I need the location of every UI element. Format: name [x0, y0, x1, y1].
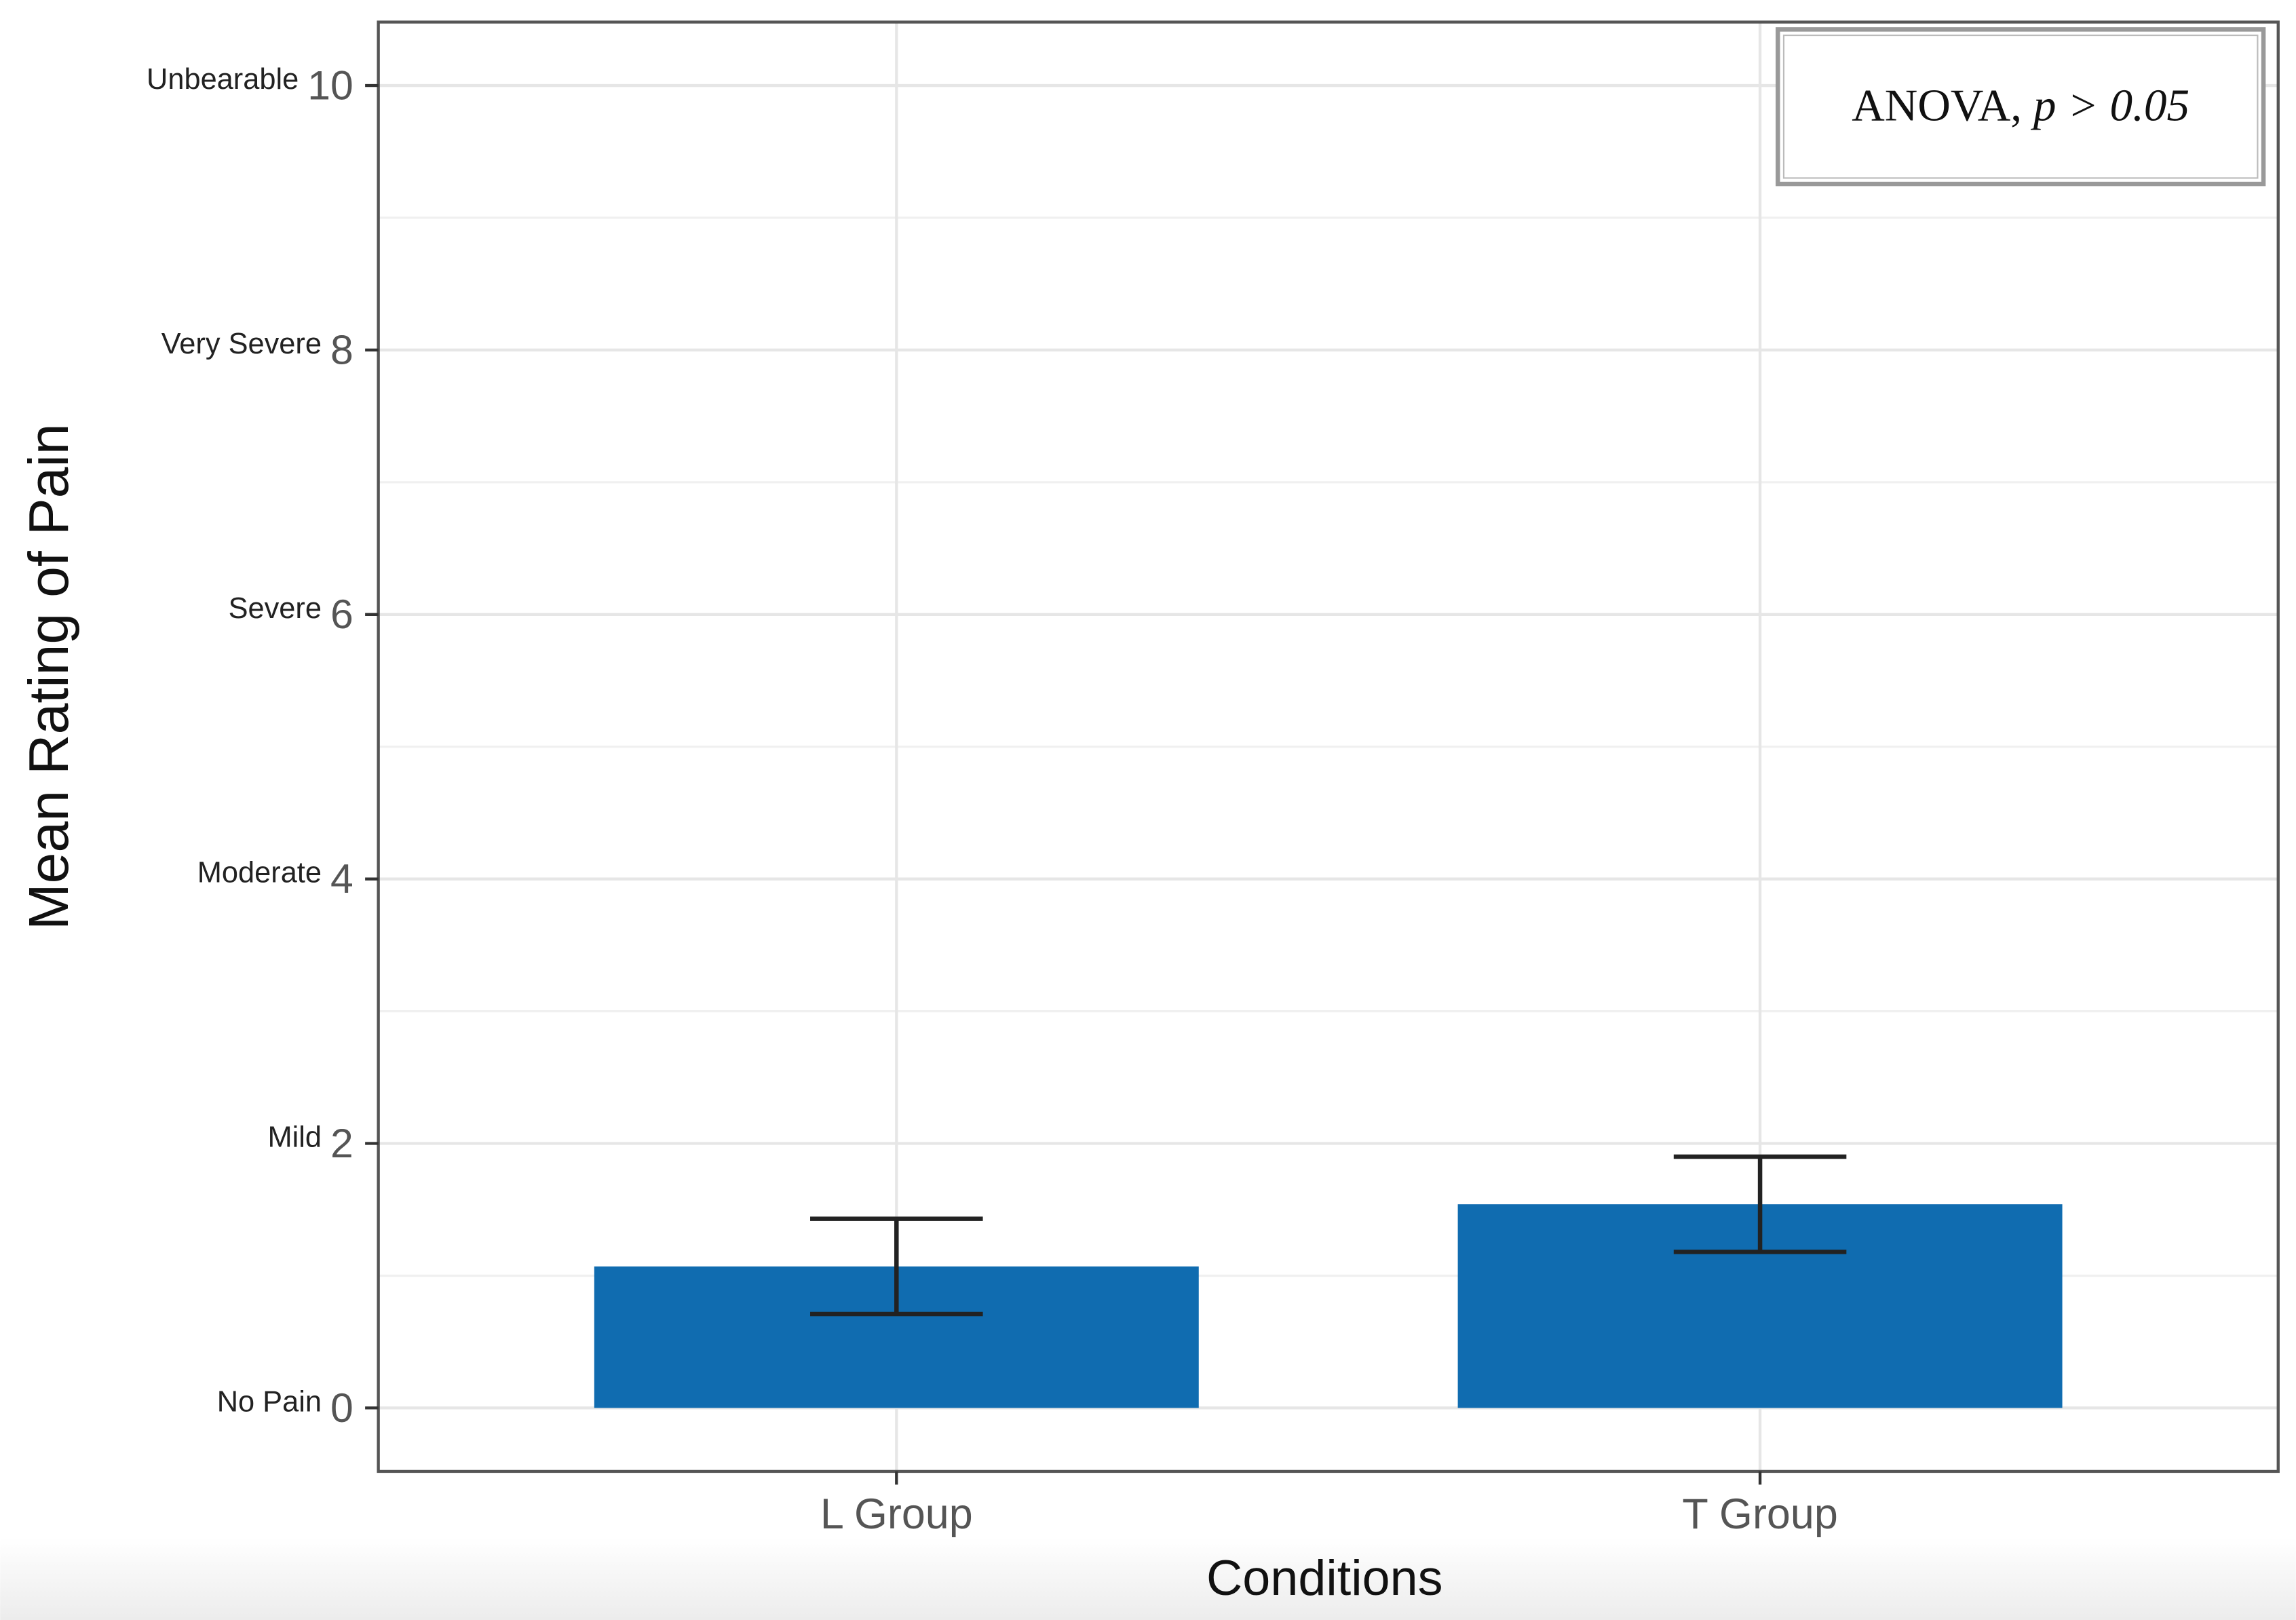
y-tick-label: 2 — [330, 1120, 353, 1166]
y-tick-descriptor: No Pain — [217, 1385, 322, 1418]
x-axis-label: Conditions — [1206, 1549, 1442, 1606]
y-tick-descriptor: Very Severe — [161, 328, 322, 360]
y-tick-descriptor: Unbearable — [147, 63, 299, 96]
bottom-shade — [0, 1537, 2296, 1620]
y-tick-label: 4 — [330, 855, 353, 902]
annotation-box — [1776, 27, 2266, 187]
annotation-italic: p > 0.05 — [2031, 80, 2189, 131]
annotation: ANOVA, p > 0.05 — [1852, 80, 2189, 131]
y-tick-label: 8 — [330, 326, 353, 372]
y-tick-label: 10 — [307, 62, 353, 108]
plot-area — [378, 22, 2278, 1471]
y-tick-label: 0 — [330, 1385, 353, 1431]
y-axis-label: Mean Rating of Pain — [18, 423, 80, 930]
annotation-text: ANOVA, — [1852, 80, 2022, 131]
y-tick-descriptor: Severe — [229, 592, 322, 625]
x-tick-label: T Group — [1682, 1490, 1838, 1538]
x-tick-label: L Group — [820, 1490, 973, 1538]
y-tick-descriptor: Mild — [267, 1121, 322, 1153]
y-tick-descriptor: Moderate — [197, 857, 322, 889]
annotation-box-inner — [1782, 34, 2259, 179]
y-tick-label: 6 — [330, 591, 353, 637]
panel-border — [377, 20, 2280, 1473]
